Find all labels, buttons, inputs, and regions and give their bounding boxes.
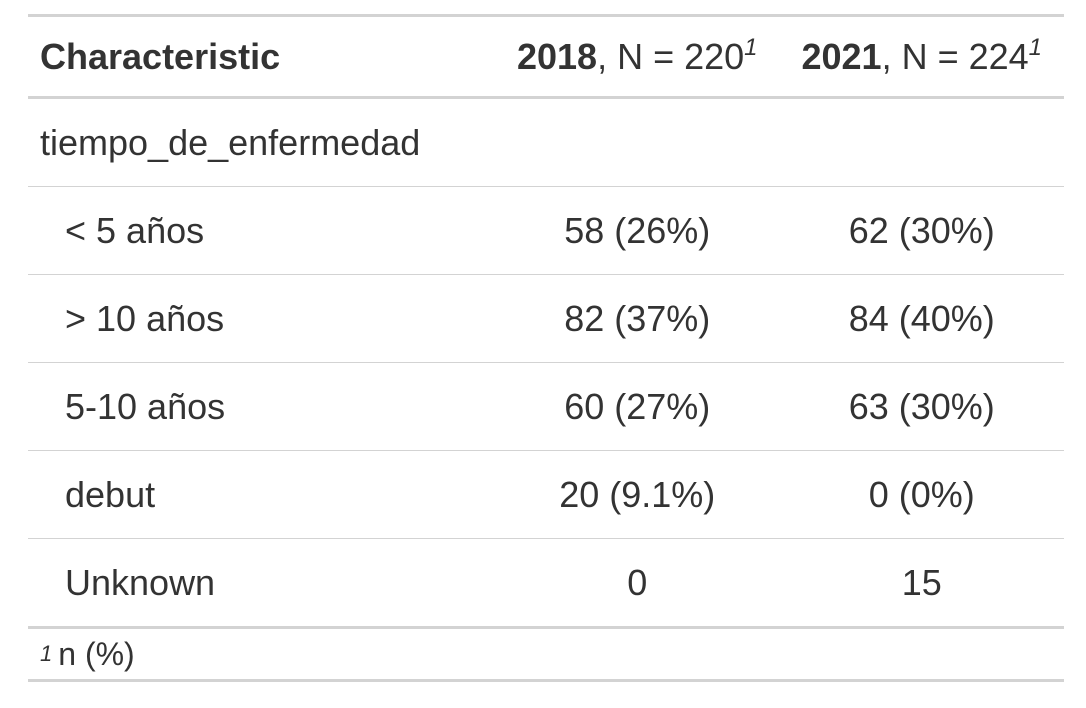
row-value-2018: 20 (9.1%) xyxy=(495,450,780,539)
row-label: Unknown xyxy=(28,538,495,629)
header-2021-n: , N = 224 xyxy=(881,35,1029,77)
summary-table-container: Characteristic 2018, N = 2201 2021, N = … xyxy=(28,14,1064,682)
table-row: < 5 años 58 (26%) 62 (30%) xyxy=(28,186,1064,275)
row-value-2021: 15 xyxy=(779,538,1064,629)
header-2018-n: , N = 220 xyxy=(597,35,745,77)
row-value-2018: 0 xyxy=(495,538,780,629)
row-value-2018: 60 (27%) xyxy=(495,362,780,451)
table-row: 5-10 años 60 (27%) 63 (30%) xyxy=(28,362,1064,451)
header-2018: 2018, N = 2201 xyxy=(495,14,780,99)
row-value-2021: 0 (0%) xyxy=(779,450,1064,539)
header-2018-footnote-marker: 1 xyxy=(744,33,758,61)
table-row: Unknown 0 15 xyxy=(28,538,1064,629)
header-2021: 2021, N = 2241 xyxy=(779,14,1064,99)
header-characteristic: Characteristic xyxy=(28,14,495,99)
row-label: debut xyxy=(28,450,495,539)
table-footnote: 1 n (%) xyxy=(28,629,1064,682)
summary-table: Characteristic 2018, N = 2201 2021, N = … xyxy=(28,14,1064,629)
table-row: > 10 años 82 (37%) 84 (40%) xyxy=(28,274,1064,363)
variable-row: tiempo_de_enfermedad xyxy=(28,97,1064,187)
row-label: > 10 años xyxy=(28,274,495,363)
row-label: 5-10 años xyxy=(28,362,495,451)
table-row: debut 20 (9.1%) 0 (0%) xyxy=(28,450,1064,539)
row-value-2018: 58 (26%) xyxy=(495,186,780,275)
variable-2018-empty xyxy=(495,97,780,187)
row-value-2021: 62 (30%) xyxy=(779,186,1064,275)
variable-2021-empty xyxy=(779,97,1064,187)
row-label: < 5 años xyxy=(28,186,495,275)
row-value-2021: 84 (40%) xyxy=(779,274,1064,363)
header-2021-footnote-marker: 1 xyxy=(1028,33,1043,61)
row-value-2021: 63 (30%) xyxy=(779,362,1064,451)
header-2018-year: 2018 xyxy=(516,35,598,77)
row-value-2018: 82 (37%) xyxy=(495,274,780,363)
header-2021-year: 2021 xyxy=(801,35,882,77)
footnote-text: n (%) xyxy=(58,635,135,672)
header-row: Characteristic 2018, N = 2201 2021, N = … xyxy=(28,14,1064,99)
variable-label: tiempo_de_enfermedad xyxy=(28,97,495,187)
